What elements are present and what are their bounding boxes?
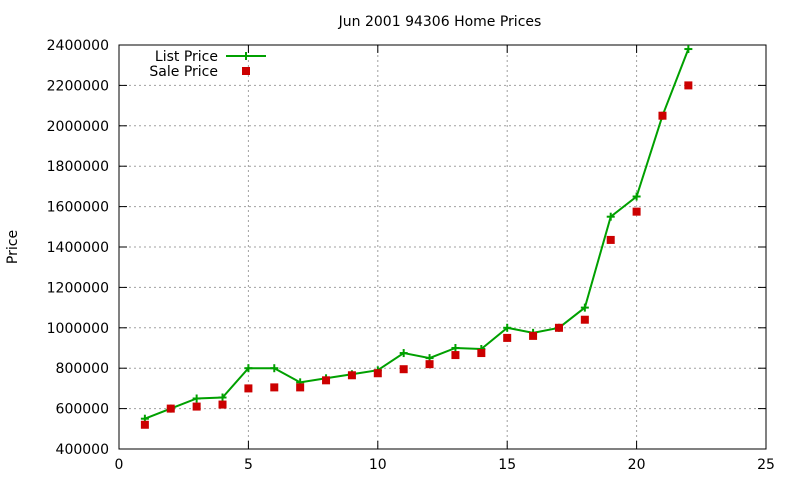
y-tick-label: 1600000 (47, 200, 109, 216)
data-point (347, 371, 356, 380)
data-point (451, 351, 460, 360)
series-sale-price (140, 81, 693, 429)
data-point (477, 349, 486, 358)
y-tick-label: 2200000 (47, 78, 109, 94)
data-point (244, 364, 253, 373)
x-tick-label: 25 (757, 457, 775, 473)
legend-item-sale-price: Sale Price (149, 64, 250, 80)
data-point (218, 393, 227, 402)
data-point (192, 394, 201, 403)
data-point (632, 192, 641, 201)
chart-title: Jun 2001 94306 Home Prices (338, 14, 542, 30)
x-tick-label: 10 (369, 457, 387, 473)
x-tick-label: 20 (628, 457, 646, 473)
y-tick-label: 1000000 (47, 321, 109, 337)
data-point (554, 323, 563, 332)
series-list-price (140, 45, 693, 423)
y-tick-label: 2400000 (47, 38, 109, 54)
series-line (144, 48, 690, 420)
legend-label: List Price (155, 49, 218, 65)
y-axis-label: Price (5, 230, 21, 264)
data-point (166, 404, 175, 413)
y-tick-label: 2000000 (47, 119, 109, 135)
data-point (632, 207, 641, 216)
x-tick-label: 15 (498, 457, 516, 473)
data-point (684, 45, 693, 54)
data-point (529, 331, 538, 340)
series-layer (140, 45, 693, 429)
data-point (503, 323, 512, 332)
data-point (606, 212, 615, 221)
legend-label: Sale Price (149, 64, 218, 80)
data-point (606, 235, 615, 244)
plot-frame (118, 44, 767, 450)
data-point (580, 315, 589, 324)
x-tick-label: 5 (244, 457, 253, 473)
data-point (451, 344, 460, 352)
data-point (684, 81, 693, 90)
y-tick-label: 600000 (56, 402, 109, 418)
data-point (399, 349, 408, 358)
axes-layer (118, 44, 767, 450)
data-point (503, 333, 512, 342)
data-point (425, 360, 434, 369)
data-point (373, 369, 382, 378)
y-tick-label: 1400000 (47, 240, 109, 256)
x-tick-label: 0 (115, 457, 124, 473)
data-point (244, 384, 253, 393)
legend-item-list-price: List Price (155, 49, 266, 65)
data-point (658, 111, 667, 120)
y-tick-label: 1800000 (47, 159, 109, 175)
data-point (270, 383, 279, 392)
labels-layer: 0 5 10 15 20 25 400000 600000 800000 1000000 12000… (5, 14, 775, 473)
data-point (322, 376, 331, 385)
y-tick-label: 800000 (56, 361, 109, 377)
y-tick-label: 400000 (56, 442, 109, 458)
data-point (580, 303, 589, 312)
data-point (399, 365, 408, 374)
data-point (296, 383, 305, 392)
data-point (192, 402, 201, 411)
data-point (270, 364, 279, 373)
grid-layer (119, 45, 766, 449)
legend-square-sample (242, 67, 250, 75)
y-tick-label: 1200000 (47, 280, 109, 296)
data-point (140, 420, 149, 429)
data-point (218, 400, 227, 409)
